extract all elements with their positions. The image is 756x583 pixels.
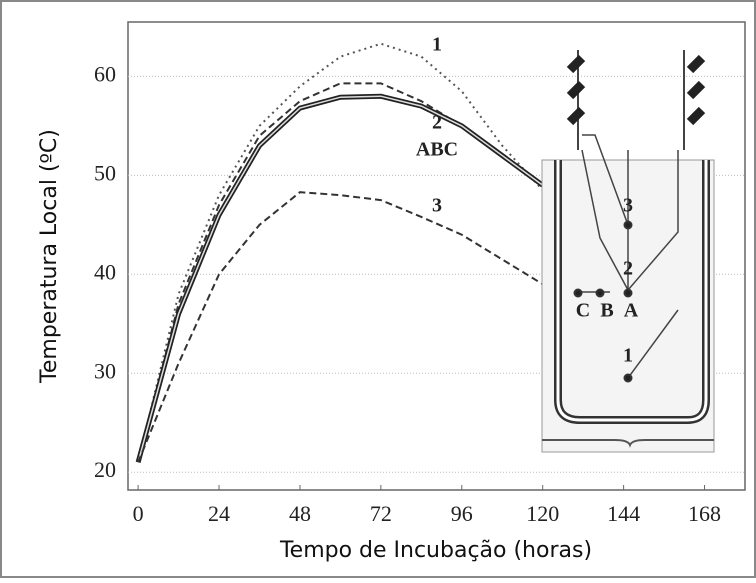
x-tick-label: 48 [289,501,311,526]
inset-label: 3 [623,195,633,217]
series-label: 2 [432,112,442,134]
series-label: 3 [432,195,442,217]
y-tick-label: 40 [94,259,116,284]
y-tick-label: 50 [94,160,116,185]
x-tick-label: 24 [208,501,230,526]
x-tick-label: 168 [688,501,721,526]
x-tick-label: 96 [451,501,473,526]
inset-label: A [624,300,639,322]
sensor-1 [623,373,633,383]
x-tick-label: 120 [526,501,559,526]
series-label: 1 [432,34,442,56]
sensor-a [623,288,633,298]
plot-area: 20 30 40 50 60 0 24 48 72 96 120 144 168 Tempo de Inc… [37,21,746,563]
inset-diagram: 3 2 1 C B A [541,50,715,453]
x-tick-label: 144 [607,501,640,526]
vessel-inner [556,160,708,422]
y-axis-title: Temperatura Local (ºC) [37,129,62,384]
series-line [137,95,544,463]
x-axis-title: Tempo de Incubação (horas) [279,538,592,563]
inset-label: 1 [623,345,633,367]
probe-heads [566,54,706,126]
inset-label: C [576,300,590,322]
vessel-base [542,439,714,448]
plot-frame [127,21,746,491]
sensor-3 [623,220,633,230]
y-tick-label: 60 [94,61,116,86]
inset-label: 2 [623,258,633,280]
x-tick-label: 72 [370,501,392,526]
x-tick-label: 0 [133,501,144,526]
series-label: ABC [416,139,458,161]
sensor-b [595,288,605,298]
y-tick-label: 20 [94,457,116,482]
inset-label: B [600,300,613,322]
y-tick-label: 30 [94,358,116,383]
sensor-c [573,288,583,298]
